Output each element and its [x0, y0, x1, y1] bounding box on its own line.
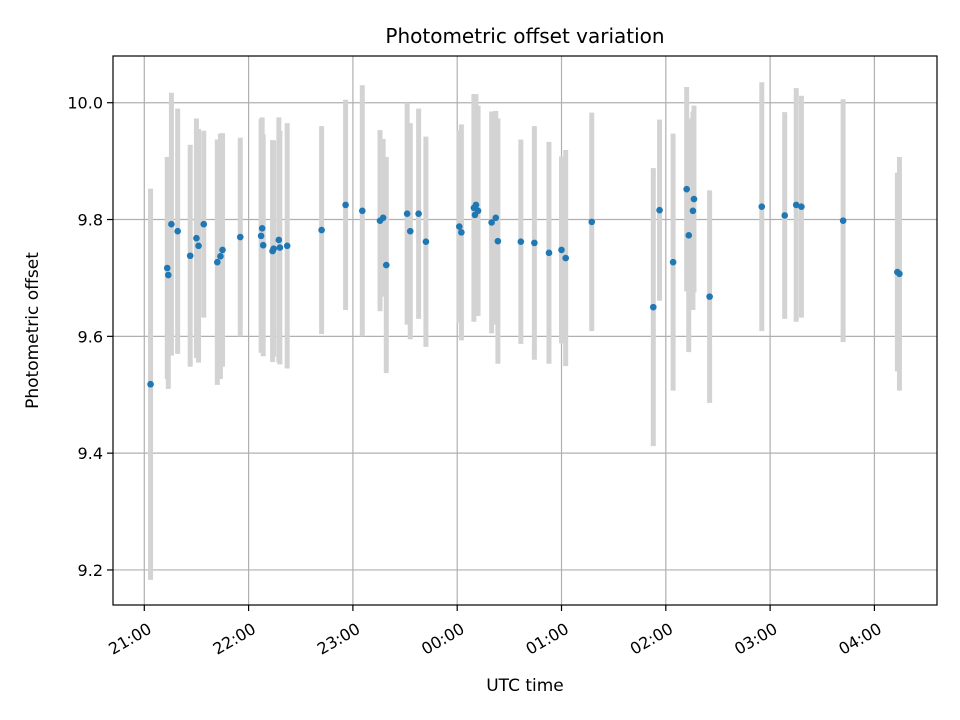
data-point-9 [214, 258, 221, 266]
data-point-5 [186, 252, 194, 260]
plot-frame [112, 55, 938, 606]
data-point-4 [174, 227, 181, 235]
data-point-56 [792, 201, 800, 209]
data-point-0 [147, 380, 154, 388]
data-point-22 [342, 201, 349, 209]
y-tick-label-1: 9.4 [78, 444, 103, 463]
y-axis-ticks: 9.2 9.4 9.6 9.8 10.0 [67, 94, 113, 580]
data-points [147, 185, 903, 388]
data-point-1 [163, 264, 171, 272]
grid-lines [113, 56, 937, 605]
data-point-21 [318, 226, 325, 234]
data-point-46 [649, 303, 657, 311]
data-point-53 [706, 293, 713, 300]
data-point-2 [164, 271, 172, 279]
data-point-60 [896, 270, 903, 278]
chart-title: Photometric offset variation [385, 24, 664, 48]
data-point-35 [472, 201, 480, 209]
data-point-51 [689, 207, 697, 215]
data-point-7 [195, 242, 202, 250]
data-point-25 [379, 214, 387, 222]
data-point-17 [270, 245, 277, 253]
data-point-3 [168, 220, 175, 228]
data-point-44 [562, 254, 569, 262]
data-point-49 [683, 185, 690, 193]
data-point-19 [276, 244, 284, 251]
data-point-41 [531, 239, 538, 247]
data-point-13 [257, 232, 265, 240]
data-point-57 [798, 203, 805, 210]
data-point-18 [275, 236, 283, 244]
data-point-31 [455, 223, 463, 230]
data-point-10 [217, 253, 224, 260]
data-point-23 [358, 207, 366, 215]
data-point-26 [382, 261, 390, 269]
data-point-42 [545, 249, 553, 257]
data-point-29 [415, 210, 422, 217]
data-point-12 [236, 233, 244, 241]
data-point-11 [219, 246, 226, 254]
data-point-38 [492, 214, 500, 222]
data-point-58 [839, 217, 847, 224]
data-point-28 [406, 227, 414, 235]
data-point-40 [517, 238, 525, 246]
data-point-27 [403, 210, 411, 217]
data-point-36 [474, 207, 482, 215]
data-point-50 [685, 232, 693, 239]
data-point-20 [283, 242, 291, 250]
y-tick-label-3: 9.8 [78, 211, 103, 230]
data-point-8 [200, 220, 208, 228]
data-point-6 [193, 234, 200, 242]
data-point-55 [781, 212, 789, 219]
data-point-14 [258, 224, 266, 232]
data-point-15 [259, 241, 267, 249]
data-point-48 [669, 258, 677, 266]
data-point-52 [690, 195, 698, 203]
y-tick-label-0: 9.2 [78, 561, 103, 580]
data-point-32 [458, 229, 465, 236]
data-point-37 [488, 219, 495, 226]
data-point-47 [656, 206, 663, 214]
data-point-45 [588, 218, 596, 226]
y-axis-label: Photometric offset [23, 252, 43, 409]
x-axis-label: UTC time [486, 676, 564, 696]
data-point-30 [422, 238, 430, 246]
data-point-43 [558, 246, 565, 254]
y-tick-label-2: 9.6 [78, 327, 103, 346]
y-tick-label-4: 10.0 [67, 94, 103, 113]
data-point-39 [494, 237, 502, 245]
data-point-54 [758, 203, 766, 210]
